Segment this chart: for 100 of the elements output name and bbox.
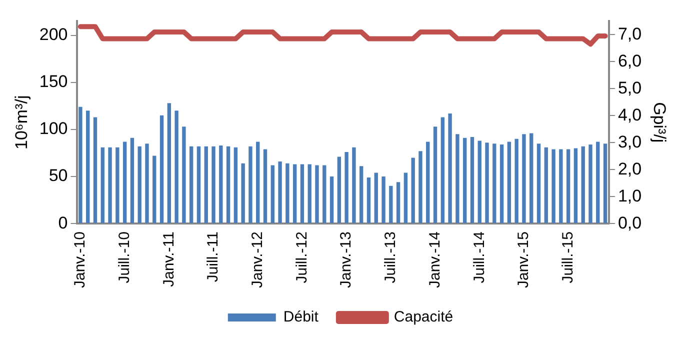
- bar: [433, 126, 438, 224]
- x-tick-label: Janv.-10: [72, 232, 89, 288]
- bar: [536, 144, 541, 224]
- bar: [530, 133, 534, 224]
- y2-tick-label: 4,0: [618, 105, 642, 124]
- bar: [448, 113, 452, 224]
- y2-tick-label: 6,0: [618, 51, 642, 70]
- x-tick-label: Janv.-12: [249, 232, 266, 288]
- bar: [196, 146, 201, 224]
- bar: [270, 165, 274, 224]
- bar: [440, 117, 444, 224]
- bar: [596, 142, 600, 224]
- bar: [300, 164, 304, 224]
- bar: [130, 138, 134, 224]
- bar: [522, 134, 526, 224]
- bar: [559, 149, 563, 224]
- bar: [167, 103, 172, 224]
- bar: [552, 149, 556, 224]
- bar: [352, 147, 356, 224]
- bar: [278, 161, 282, 224]
- bar: [308, 164, 312, 224]
- x-tick-label: Juill.-14: [470, 232, 488, 284]
- bar: [382, 176, 386, 224]
- bar: [93, 117, 98, 224]
- bar: [315, 165, 319, 224]
- x-tick-label: Juill.-10: [116, 232, 133, 284]
- bar: [138, 146, 142, 224]
- legend-label: Capacité: [394, 308, 454, 326]
- bar: [226, 146, 230, 224]
- bar: [182, 126, 186, 224]
- bar: [152, 156, 156, 224]
- bar: [485, 142, 489, 224]
- bar: [234, 147, 238, 224]
- bar: [456, 134, 460, 224]
- bar: [145, 144, 149, 224]
- bar: [286, 163, 290, 224]
- bar: [344, 152, 348, 224]
- y-tick-label: 100: [39, 119, 68, 138]
- bar: [322, 165, 326, 224]
- bar: [256, 142, 260, 224]
- bar: [366, 177, 371, 224]
- y2-tick-label: 1,0: [618, 186, 642, 206]
- y2-tick-label: 2,0: [618, 159, 642, 178]
- y-tick-label: 150: [39, 72, 68, 92]
- y-tick-label: 200: [39, 25, 68, 44]
- bar: [404, 172, 408, 224]
- bar: [78, 106, 82, 224]
- x-tick-label: Juill.-13: [382, 232, 400, 284]
- x-tick-label: Juill.-15: [559, 232, 576, 284]
- bar: [374, 172, 378, 224]
- y-axis-title: 10⁶m³/j: [12, 95, 31, 150]
- y-tick-label: 50: [48, 166, 68, 186]
- bar: [219, 145, 223, 224]
- bar: [100, 147, 104, 224]
- bar: [411, 158, 415, 224]
- bar: [108, 147, 112, 224]
- bar: [212, 146, 216, 224]
- bar: [122, 142, 127, 224]
- x-tick-label: Janv.-14: [426, 232, 444, 288]
- bar: [500, 144, 504, 224]
- bar: [359, 166, 364, 224]
- bar: [507, 142, 512, 224]
- bar: [544, 147, 548, 224]
- bar: [389, 186, 393, 224]
- bar: [204, 146, 208, 224]
- bar: [566, 149, 570, 224]
- bar: [292, 164, 297, 224]
- y-tick-label: 0: [58, 213, 68, 232]
- bar: [588, 144, 592, 224]
- bar: [514, 138, 518, 224]
- bar: [189, 146, 194, 224]
- bar: [174, 110, 178, 224]
- bar: [492, 144, 496, 224]
- bar: [330, 176, 334, 224]
- y2-axis-title: Gpi³/j: [650, 102, 670, 143]
- bar: [574, 148, 578, 224]
- bar: [86, 110, 90, 224]
- bar: [263, 149, 268, 224]
- x-tick-label: Juill.-12: [293, 232, 310, 284]
- y2-tick-label: 7,0: [618, 24, 642, 44]
- bar: [426, 142, 430, 224]
- x-tick-label: Janv.-15: [515, 232, 532, 288]
- x-tick-label: Janv.-11: [160, 232, 178, 287]
- bar: [581, 146, 585, 224]
- y2-tick-label: 3,0: [618, 132, 642, 152]
- bar: [248, 146, 252, 224]
- x-tick-label: Juill.-11: [204, 232, 222, 282]
- legend-label: Débit: [283, 308, 320, 326]
- bar: [603, 144, 608, 224]
- bar: [470, 136, 474, 224]
- y2-tick-label: 0,0: [618, 213, 642, 232]
- bar: [160, 115, 164, 224]
- bar: [462, 138, 467, 224]
- bar: [396, 182, 400, 224]
- x-tick-label: Janv.-13: [338, 232, 355, 288]
- bar: [418, 151, 422, 224]
- bar: [241, 163, 245, 224]
- bar: [337, 156, 342, 224]
- bar: [478, 140, 482, 224]
- y2-tick-label: 5,0: [618, 78, 642, 98]
